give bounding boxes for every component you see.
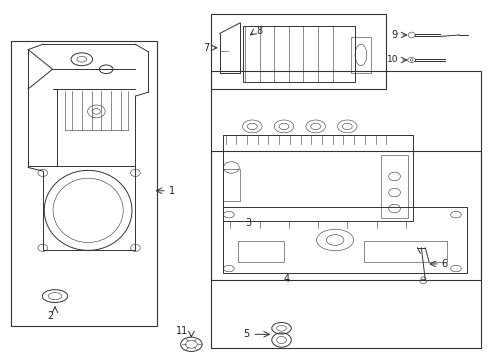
Bar <box>211 14 386 89</box>
Bar <box>223 207 466 273</box>
Bar <box>223 169 240 202</box>
Bar <box>211 71 481 348</box>
Text: 9: 9 <box>392 30 398 40</box>
Text: 5: 5 <box>244 329 250 339</box>
Text: 4: 4 <box>284 274 290 284</box>
Bar <box>223 135 413 221</box>
Text: 7: 7 <box>204 43 210 53</box>
Text: 3: 3 <box>245 218 251 228</box>
Bar <box>351 37 371 73</box>
Bar <box>243 26 355 82</box>
Bar <box>11 41 157 327</box>
Bar <box>365 241 447 262</box>
Bar <box>238 241 284 262</box>
Bar <box>211 152 481 280</box>
Text: 11: 11 <box>176 326 188 336</box>
Text: 2: 2 <box>48 311 54 321</box>
Text: 6: 6 <box>442 259 448 269</box>
Text: 8: 8 <box>257 26 263 36</box>
Bar <box>381 155 408 217</box>
Text: 1: 1 <box>169 186 174 196</box>
Text: 10: 10 <box>387 55 398 64</box>
